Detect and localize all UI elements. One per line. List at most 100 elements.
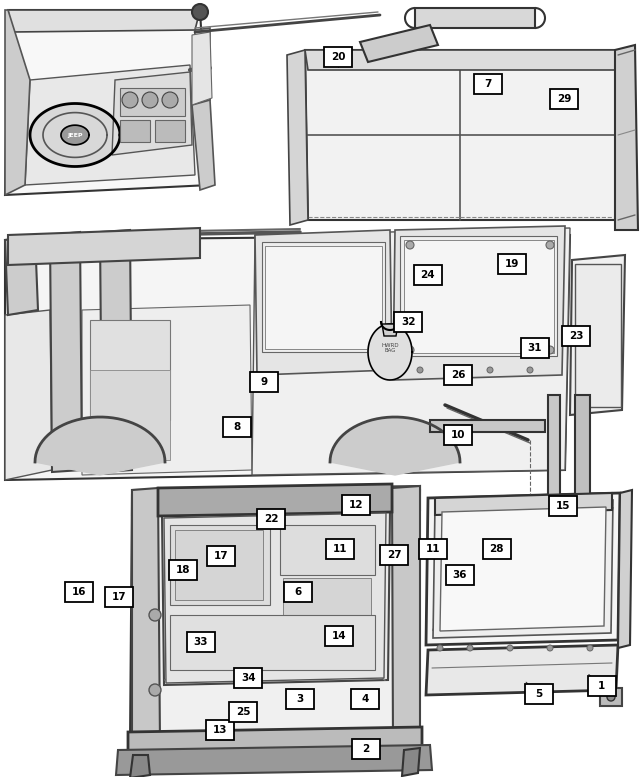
FancyBboxPatch shape — [562, 326, 590, 346]
FancyBboxPatch shape — [324, 47, 352, 68]
Polygon shape — [50, 232, 82, 472]
FancyBboxPatch shape — [525, 684, 553, 704]
Text: 11: 11 — [333, 544, 348, 553]
Text: 27: 27 — [387, 550, 401, 559]
Polygon shape — [100, 230, 132, 472]
Polygon shape — [132, 488, 160, 745]
Text: 17: 17 — [214, 552, 228, 561]
Polygon shape — [5, 10, 210, 195]
Text: 20: 20 — [331, 53, 345, 62]
Text: 12: 12 — [349, 500, 363, 510]
Text: 9: 9 — [260, 378, 268, 387]
Polygon shape — [368, 324, 412, 380]
Text: 31: 31 — [528, 343, 542, 353]
Polygon shape — [128, 727, 422, 757]
Polygon shape — [392, 486, 420, 745]
Bar — [90, 370, 170, 460]
FancyBboxPatch shape — [250, 372, 278, 392]
Polygon shape — [112, 72, 192, 155]
Polygon shape — [615, 45, 638, 230]
FancyBboxPatch shape — [521, 338, 549, 358]
Text: 11: 11 — [426, 544, 440, 553]
Bar — [262, 242, 385, 352]
FancyBboxPatch shape — [65, 582, 93, 602]
Text: 10: 10 — [451, 430, 465, 440]
Circle shape — [607, 693, 615, 701]
Bar — [175, 530, 263, 600]
Text: 25: 25 — [236, 707, 250, 716]
FancyBboxPatch shape — [588, 676, 616, 696]
Circle shape — [192, 4, 208, 20]
FancyBboxPatch shape — [257, 509, 285, 529]
Text: 4: 4 — [361, 695, 369, 704]
Text: 22: 22 — [264, 514, 278, 524]
Text: 29: 29 — [557, 95, 572, 104]
FancyBboxPatch shape — [380, 545, 408, 565]
Bar — [265, 246, 382, 349]
Polygon shape — [440, 507, 606, 631]
Polygon shape — [61, 125, 89, 145]
FancyBboxPatch shape — [169, 560, 197, 580]
Bar — [120, 88, 185, 116]
FancyBboxPatch shape — [474, 74, 502, 94]
Bar — [283, 578, 371, 618]
Polygon shape — [305, 50, 618, 220]
Circle shape — [437, 645, 443, 651]
Circle shape — [406, 241, 414, 249]
Polygon shape — [330, 417, 460, 475]
Text: 16: 16 — [72, 587, 86, 597]
Polygon shape — [415, 8, 535, 28]
Polygon shape — [8, 10, 200, 32]
FancyBboxPatch shape — [284, 582, 312, 602]
Polygon shape — [158, 484, 392, 516]
FancyBboxPatch shape — [229, 702, 257, 722]
Polygon shape — [30, 103, 120, 166]
Polygon shape — [618, 490, 632, 648]
FancyBboxPatch shape — [483, 538, 511, 559]
Text: 6: 6 — [294, 587, 302, 597]
Text: 23: 23 — [569, 331, 583, 340]
Circle shape — [447, 367, 453, 373]
Polygon shape — [548, 395, 560, 500]
Circle shape — [587, 645, 593, 651]
Text: 13: 13 — [213, 726, 227, 735]
Bar — [170, 525, 270, 605]
Polygon shape — [435, 493, 612, 515]
Text: 28: 28 — [490, 544, 504, 553]
FancyBboxPatch shape — [550, 89, 579, 110]
Bar — [90, 320, 170, 420]
Circle shape — [487, 367, 493, 373]
Text: JEEP: JEEP — [67, 133, 83, 138]
Polygon shape — [5, 235, 570, 480]
Bar — [575, 264, 621, 407]
Circle shape — [122, 92, 138, 108]
Text: 18: 18 — [176, 566, 190, 575]
Bar — [120, 120, 150, 142]
FancyBboxPatch shape — [325, 625, 353, 646]
Text: 2: 2 — [362, 744, 370, 754]
Polygon shape — [426, 493, 620, 645]
FancyBboxPatch shape — [206, 720, 234, 740]
Polygon shape — [130, 490, 420, 745]
Bar — [170, 615, 375, 670]
Circle shape — [546, 346, 554, 354]
Polygon shape — [116, 745, 432, 775]
Polygon shape — [393, 226, 565, 380]
FancyBboxPatch shape — [444, 364, 472, 385]
Polygon shape — [82, 305, 252, 475]
Polygon shape — [430, 420, 545, 432]
FancyBboxPatch shape — [413, 265, 442, 285]
Circle shape — [417, 367, 423, 373]
Text: 36: 36 — [452, 570, 467, 580]
Polygon shape — [426, 645, 618, 695]
FancyBboxPatch shape — [444, 425, 472, 445]
Polygon shape — [192, 32, 212, 105]
Text: HWRD
BAG: HWRD BAG — [381, 343, 399, 354]
FancyBboxPatch shape — [187, 632, 215, 652]
Text: 33: 33 — [194, 637, 208, 646]
Bar — [404, 240, 554, 353]
Text: 24: 24 — [420, 270, 435, 280]
FancyBboxPatch shape — [549, 496, 577, 516]
Polygon shape — [382, 324, 398, 336]
FancyBboxPatch shape — [285, 689, 314, 709]
